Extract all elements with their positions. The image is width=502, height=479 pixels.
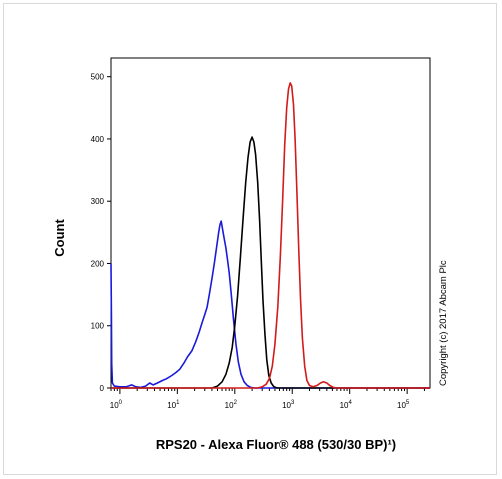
series-layer xyxy=(110,82,430,389)
histogram-series-3 xyxy=(111,82,430,389)
y-tick-label: 0 xyxy=(100,384,105,393)
histogram-series-1 xyxy=(110,220,430,389)
y-axis-title: Count xyxy=(52,219,67,257)
x-tick-label: 105 xyxy=(397,400,410,410)
x-tick-label: 100 xyxy=(110,400,123,410)
x-tick-label: 103 xyxy=(282,400,295,410)
x-tick-label: 101 xyxy=(167,400,180,410)
y-tick-label: 500 xyxy=(91,73,105,82)
y-tick-label: 400 xyxy=(91,135,105,144)
histogram-series-2 xyxy=(111,136,430,389)
x-axis-title: RPS20 - Alexa Fluor® 488 (530/30 BP)¹) xyxy=(156,437,396,452)
figure-frame xyxy=(3,3,497,475)
copyright-annotation: Copyright (c) 2017 Abcam Plc xyxy=(438,260,449,386)
x-tick-label: 102 xyxy=(225,400,238,410)
y-tick-label: 200 xyxy=(91,259,105,268)
plot-border xyxy=(110,57,431,389)
x-tick-label: 104 xyxy=(340,400,353,410)
y-tick-label: 300 xyxy=(91,197,105,206)
y-tick-label: 100 xyxy=(91,322,105,331)
